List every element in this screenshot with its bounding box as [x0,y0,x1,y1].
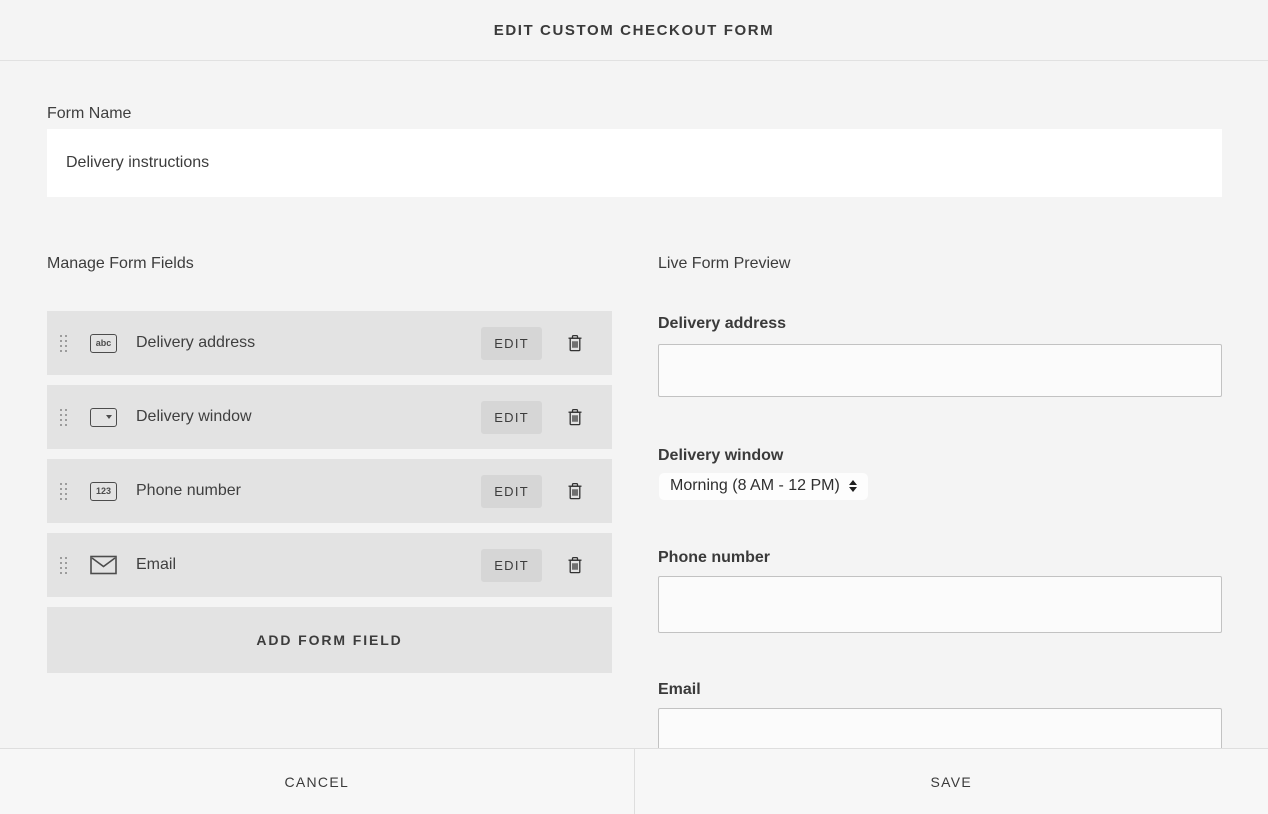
text-field-icon-glyph: abc [90,333,117,353]
field-row-delivery-window: Delivery window EDIT [47,385,612,449]
dialog-footer: CANCEL SAVE [0,748,1268,814]
field-row-label: Delivery address [136,334,256,351]
email-field-icon [90,555,117,575]
trash-icon [568,482,582,500]
select-spinner-icon [848,480,857,492]
text-field-icon: abc [90,333,117,353]
trash-icon [568,556,582,574]
preview-input-delivery-address[interactable] [658,344,1222,397]
trash-icon [568,334,582,352]
preview-label-delivery-address: Delivery address [658,315,787,332]
field-row-label: Email [136,556,177,573]
preview-label-delivery-window: Delivery window [658,447,784,464]
drag-handle-icon[interactable] [60,408,69,426]
dialog-body: Form Name Manage Form Fields abc Deliver [0,104,1268,763]
dialog-header: EDIT CUSTOM CHECKOUT FORM [0,0,1268,61]
edit-button[interactable]: EDIT [481,548,542,582]
live-preview-panel: Live Form Preview Delivery address Deliv… [658,254,1222,763]
manage-fields-heading: Manage Form Fields [47,255,194,272]
edit-button[interactable]: EDIT [481,474,542,508]
live-preview-heading: Live Form Preview [658,255,791,272]
number-field-icon: 123 [90,481,117,501]
field-row-phone-number: 123 Phone number EDIT [47,459,612,523]
delete-field-button[interactable] [565,406,585,428]
edit-button[interactable]: EDIT [481,326,542,360]
edit-button[interactable]: EDIT [481,400,542,434]
trash-icon [568,408,582,426]
preview-label-phone-number: Phone number [658,549,771,566]
preview-label-email: Email [658,681,701,698]
form-name-input[interactable] [47,129,1222,197]
dialog-title: EDIT CUSTOM CHECKOUT FORM [493,21,775,39]
save-button[interactable]: SAVE [635,749,1268,814]
select-field-icon [90,407,117,427]
form-name-label: Form Name [47,105,132,122]
field-row-label: Phone number [136,482,241,499]
preview-input-phone-number[interactable] [658,576,1222,633]
drag-handle-icon[interactable] [60,334,69,352]
drag-handle-icon[interactable] [60,556,69,574]
number-field-icon-glyph: 123 [90,481,117,501]
delete-field-button[interactable] [565,480,585,502]
delete-field-button[interactable] [565,554,585,576]
field-row-email: Email EDIT [47,533,612,597]
preview-select-delivery-window[interactable]: Morning (8 AM - 12 PM) [659,473,868,500]
field-row-label: Delivery window [136,408,252,425]
manage-fields-panel: Manage Form Fields abc Delivery address … [47,254,612,763]
drag-handle-icon[interactable] [60,482,69,500]
field-row-delivery-address: abc Delivery address EDIT [47,311,612,375]
cancel-button[interactable]: CANCEL [0,749,635,814]
preview-select-value: Morning (8 AM - 12 PM) [670,477,840,494]
caret-down-icon [106,415,112,419]
add-form-field-button[interactable]: ADD FORM FIELD [47,607,612,673]
delete-field-button[interactable] [565,332,585,354]
